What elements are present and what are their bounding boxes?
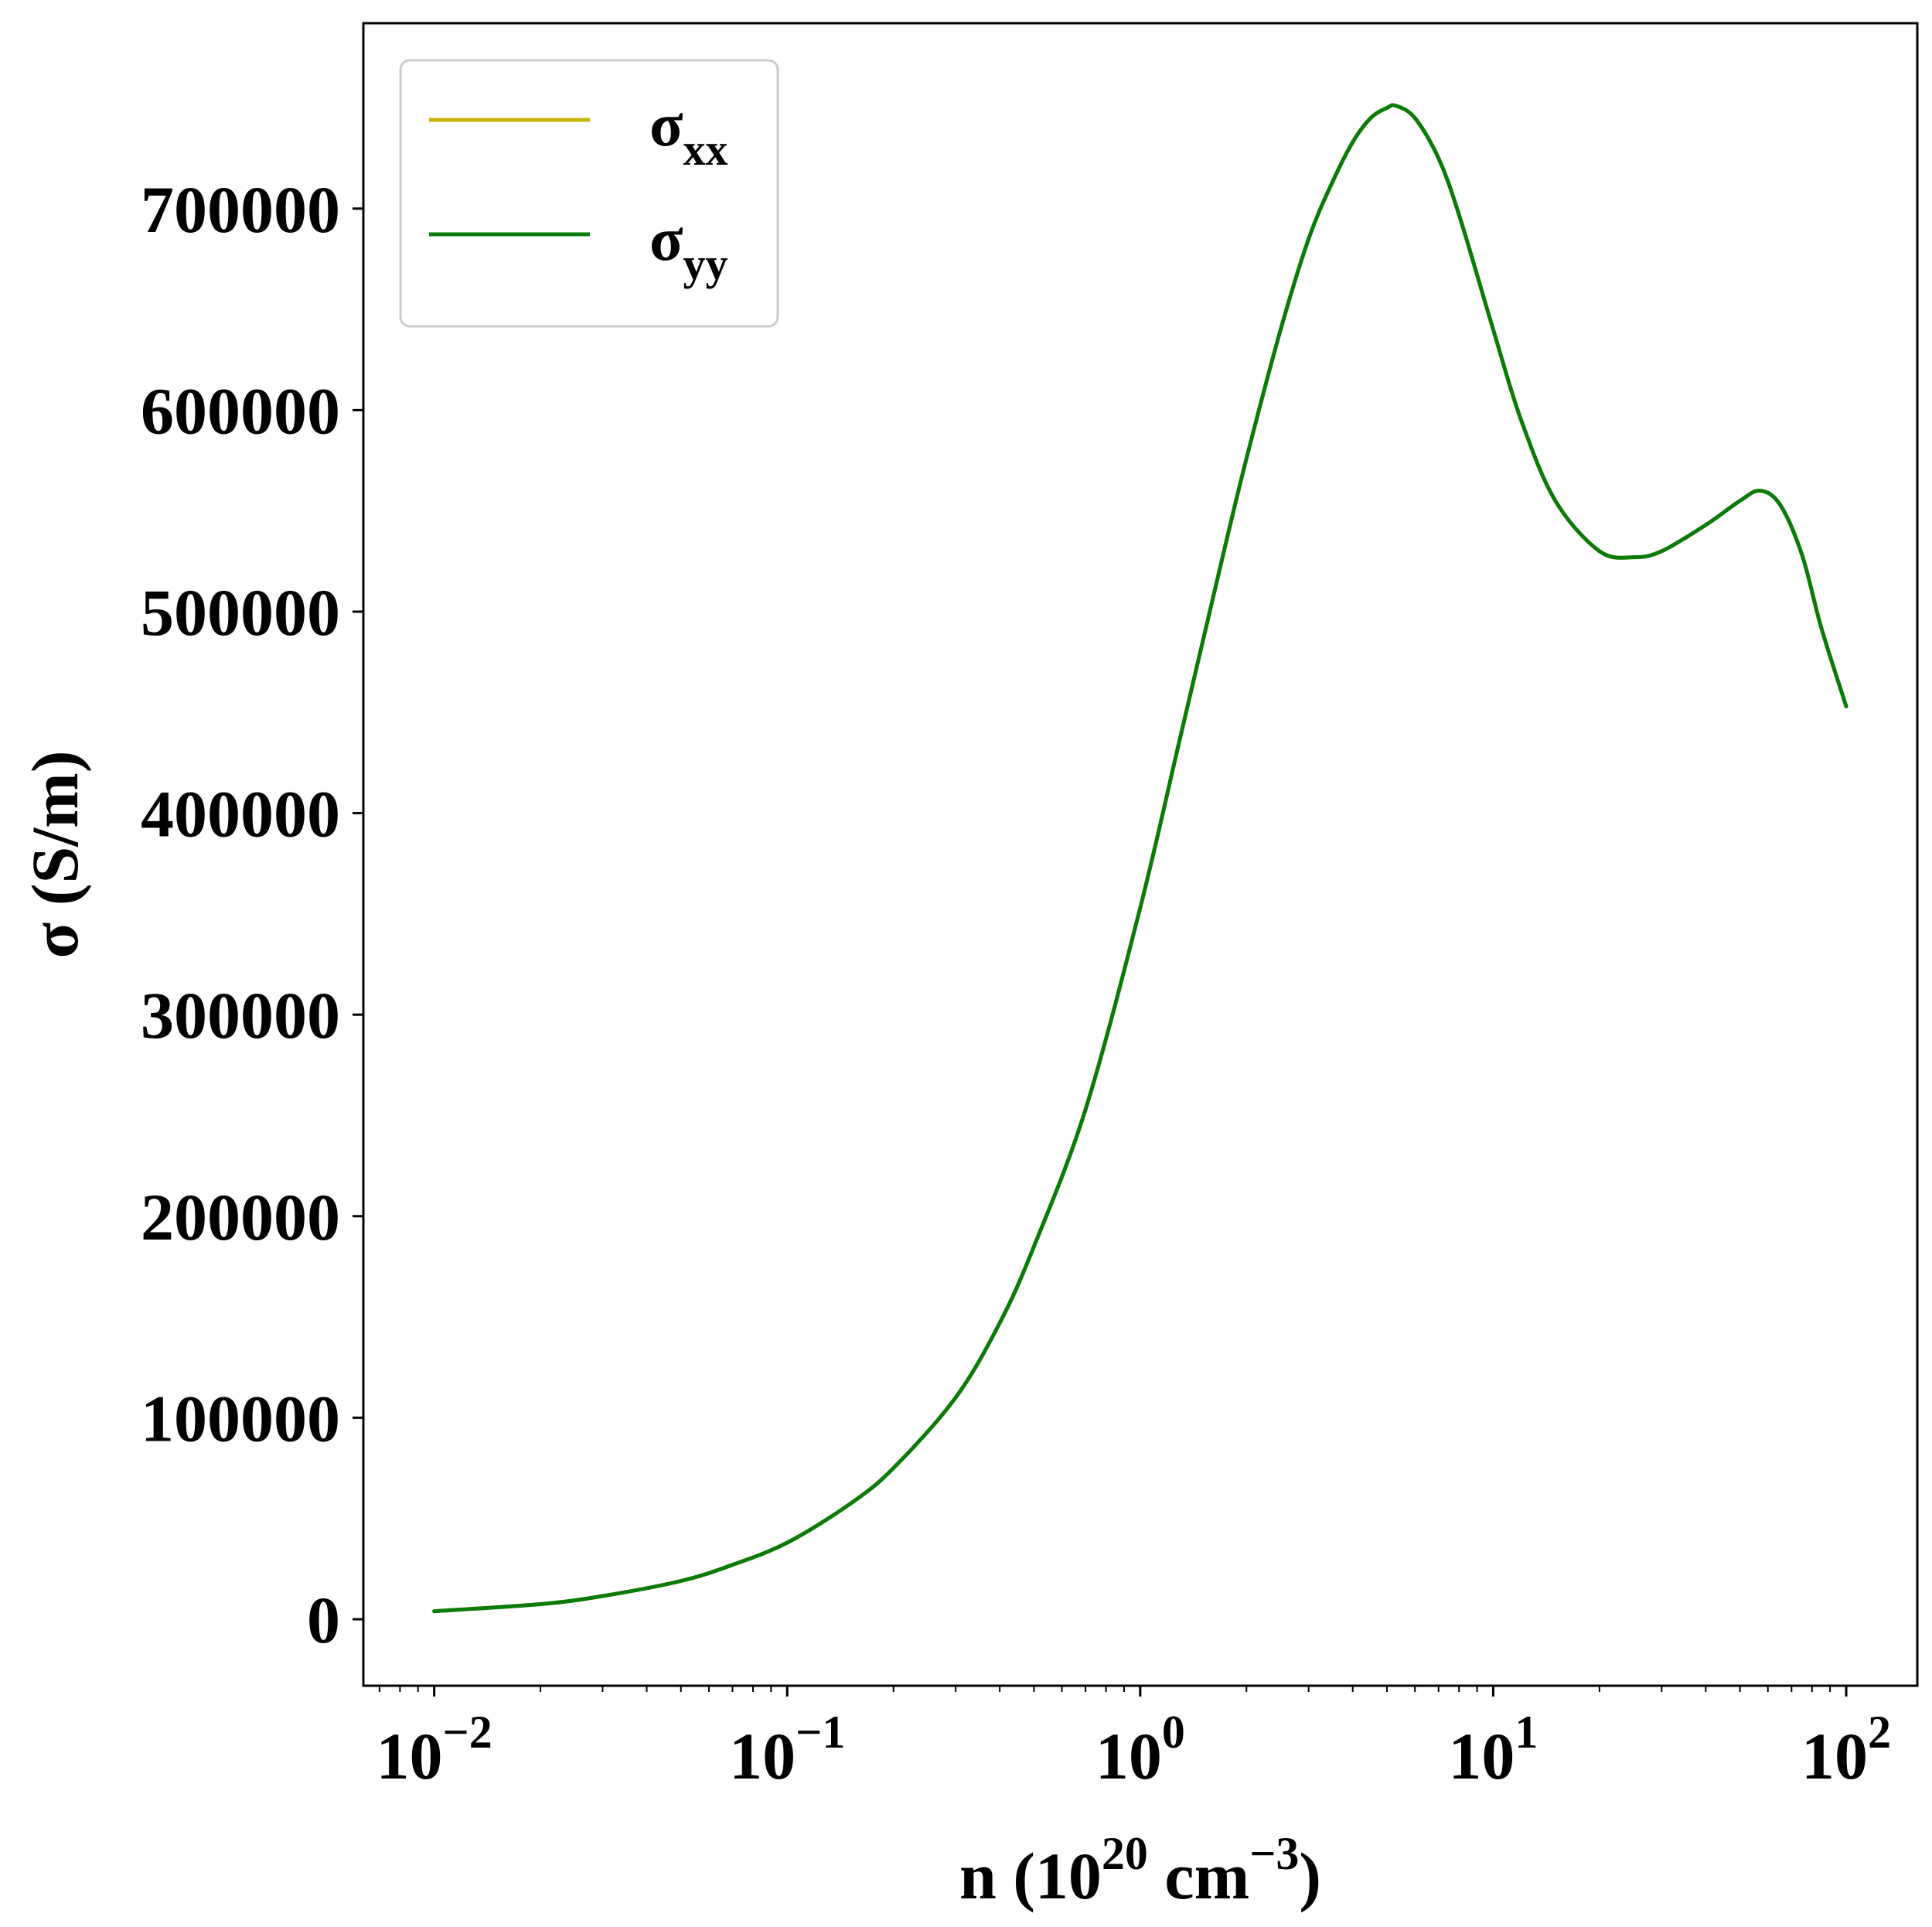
x-axis-label-mid: cm [1148, 1839, 1249, 1913]
x-tick-label-exponent: 2 [1868, 1707, 1891, 1758]
x-axis-label-sup2: −3 [1249, 1828, 1299, 1879]
x-tick-label-exponent: 0 [1162, 1707, 1185, 1758]
x-tick-label: 101 [1448, 1707, 1538, 1793]
y-axis: 0 100000 200000 300000 400000 500000 600000 700… [141, 172, 363, 1657]
y-tick-label: 600000 [141, 373, 340, 448]
x-tick-label-exponent: −1 [796, 1707, 845, 1758]
x-tick-label-base: 10 [1448, 1719, 1515, 1793]
x-tick-label-exponent: 1 [1515, 1707, 1538, 1758]
x-tick-label-base: 10 [1801, 1719, 1868, 1793]
x-tick-label-base: 10 [729, 1719, 796, 1793]
x-axis: 10−2 10−1 100 101 102 [377, 1686, 1891, 1793]
y-tick-label: 400000 [141, 777, 340, 851]
legend-label-sigma-xx-sub: xx [683, 124, 728, 175]
legend-box [399, 59, 779, 328]
x-tick-label: 10−2 [377, 1707, 492, 1793]
legend: σxx σyy [399, 59, 779, 328]
x-tick-label-base: 10 [1095, 1719, 1162, 1793]
y-tick-label: 500000 [141, 575, 340, 650]
x-axis-label-main: n (10 [959, 1839, 1102, 1913]
legend-label-sigma-yy: σyy [649, 206, 728, 289]
series-layer [432, 103, 1849, 1614]
x-axis-label-sup1: 20 [1102, 1828, 1148, 1879]
legend-label-sigma-yy-sub: yy [683, 239, 728, 289]
x-axis-label-end: ) [1299, 1839, 1321, 1913]
x-tick-label: 100 [1095, 1707, 1185, 1793]
y-tick-label: 100000 [141, 1381, 340, 1455]
x-tick-label-exponent: −2 [443, 1707, 492, 1758]
x-tick-label: 102 [1801, 1707, 1891, 1793]
y-tick-label: 300000 [141, 978, 340, 1052]
legend-label-sigma-yy-main: σ [649, 206, 683, 274]
y-axis-label: σ (S/m) [18, 751, 92, 959]
x-axis-label: n (1020 cm−3) [959, 1828, 1321, 1913]
y-tick-label: 0 [307, 1583, 340, 1657]
x-tick-label-base: 10 [377, 1719, 443, 1793]
y-tick-label: 200000 [141, 1180, 340, 1254]
x-tick-label: 10−1 [729, 1707, 845, 1793]
y-tick-label: 700000 [141, 172, 340, 247]
legend-label-sigma-xx: σxx [649, 91, 728, 175]
legend-label-sigma-xx-main: σ [649, 91, 683, 159]
series-line-sigma-yy [432, 103, 1849, 1614]
